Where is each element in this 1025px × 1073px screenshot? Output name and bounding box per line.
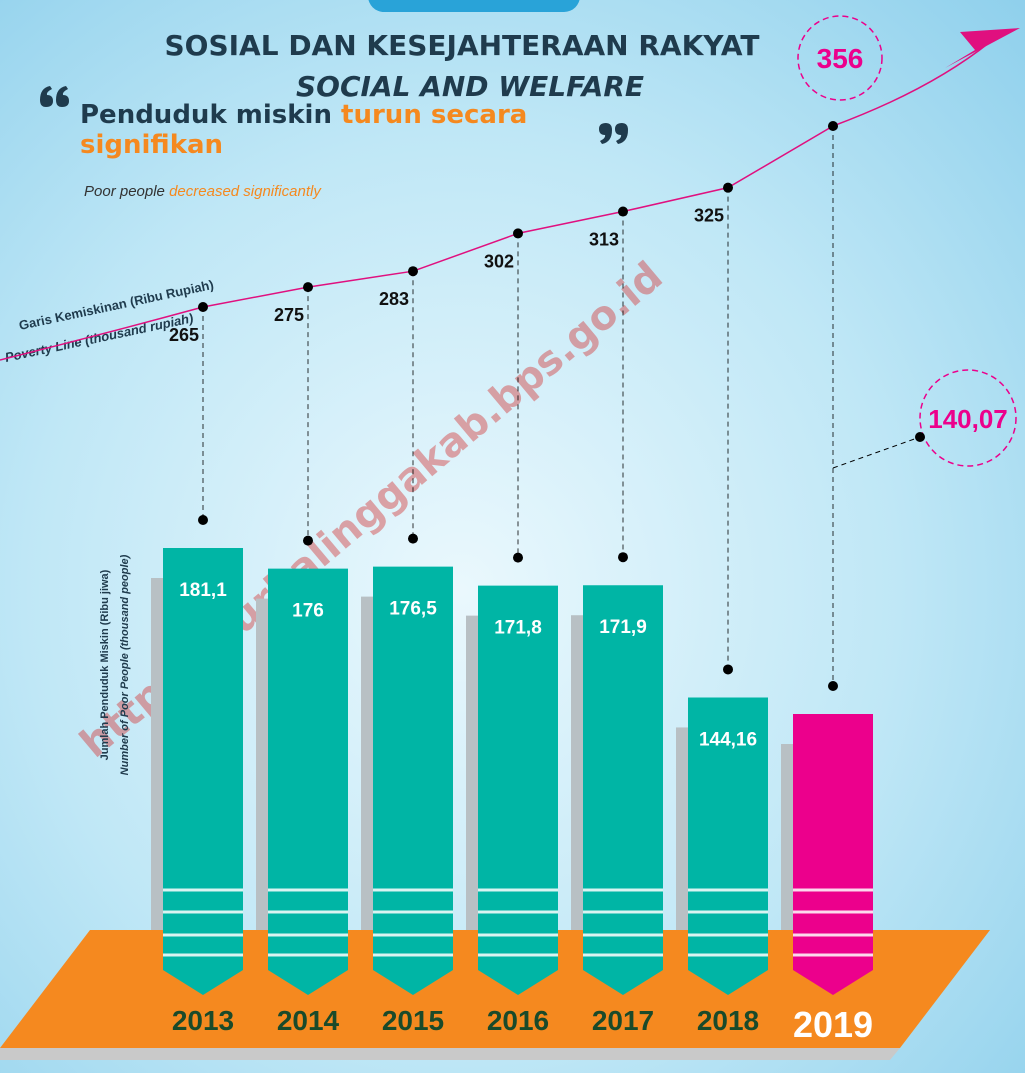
x-tick-label: 2014	[277, 1005, 340, 1036]
bar-value-label: 140,07	[928, 404, 1008, 434]
bar	[163, 548, 243, 995]
bar-series-label: Jumlah Penduduk Miskin (Ribu jiwa)	[99, 569, 111, 760]
line-arrowhead	[945, 28, 1020, 68]
line-point	[408, 266, 418, 276]
x-tick-label: 2018	[697, 1005, 759, 1036]
line-point	[618, 207, 628, 217]
line-point	[303, 282, 313, 292]
bar	[373, 567, 453, 995]
bar-value-label: 176,5	[389, 599, 437, 620]
bar-value-label: 144,16	[699, 729, 757, 750]
leader-line	[833, 437, 920, 468]
x-tick-label: 2015	[382, 1005, 444, 1036]
quote-translation: Poor people decreased significantly	[84, 183, 321, 200]
bar-value-label: 171,9	[599, 617, 647, 638]
line-value-label: 275	[274, 305, 304, 325]
leader-dot	[915, 432, 925, 442]
translation-text: Poor people	[84, 183, 165, 200]
quote: Penduduk miskin turun secara signifikan	[80, 100, 600, 160]
bar	[793, 714, 873, 995]
line-value-label: 302	[484, 251, 514, 271]
floor-shadow	[0, 1048, 900, 1060]
bar-value-label: 181,1	[179, 580, 227, 601]
quote-text: Penduduk miskin	[80, 100, 332, 130]
line-point	[828, 121, 838, 131]
line-value-label: 283	[379, 289, 409, 309]
line-value-label: 313	[589, 230, 619, 250]
title: SOSIAL DAN KESEJAHTERAAN RAKYAT	[165, 29, 760, 62]
translation-highlight: decreased significantly	[169, 183, 321, 200]
subtitle: SOCIAL AND WELFARE	[296, 70, 644, 103]
bar	[268, 569, 348, 995]
x-tick-label: 2017	[592, 1005, 654, 1036]
line-value-label: 265	[169, 325, 199, 345]
header-tab	[368, 0, 580, 12]
x-tick-label: 2016	[487, 1005, 549, 1036]
x-tick-label: 2019	[793, 1004, 873, 1045]
x-tick-label: 2013	[172, 1005, 234, 1036]
quote-close	[599, 123, 628, 144]
infographic: SOSIAL DAN KESEJAHTERAAN RAKYAT SOCIAL A…	[0, 0, 1025, 1073]
bar-value-label: 176	[292, 601, 324, 622]
bar-series-label-en: Number of Poor People (thousand people)	[119, 554, 131, 775]
line-point	[198, 302, 208, 312]
line-point	[513, 228, 523, 238]
quote-open	[40, 86, 69, 107]
line-value-label: 325	[694, 206, 724, 226]
bar-value-label: 171,8	[494, 618, 542, 639]
chart: SOSIAL DAN KESEJAHTERAAN RAKYAT SOCIAL A…	[0, 0, 1025, 1073]
line-value-label: 356	[817, 43, 864, 74]
line-point	[723, 183, 733, 193]
